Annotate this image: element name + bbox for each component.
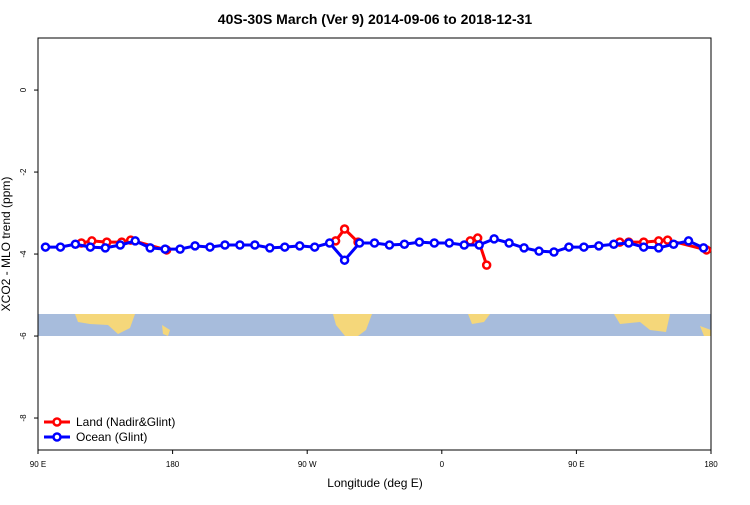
data-point <box>698 243 709 253</box>
data-point <box>653 243 664 253</box>
data-point <box>459 240 469 250</box>
y-tick-label: -2 <box>19 168 28 176</box>
data-point <box>354 238 365 248</box>
y-axis-label: XCO2 - MLO trend (ppm) <box>0 177 13 312</box>
data-point <box>70 239 81 249</box>
y-tick-label: 0 <box>19 87 28 92</box>
data-point <box>250 240 260 250</box>
legend-marker <box>52 417 62 427</box>
data-point <box>444 238 455 248</box>
data-point <box>399 239 410 249</box>
chart-title: 40S-30S March (Ver 9) 2014-09-06 to 2018… <box>218 11 533 27</box>
data-point <box>294 241 305 251</box>
data-point <box>683 236 694 246</box>
data-point <box>549 247 559 257</box>
data-point <box>489 234 499 244</box>
plot-frame <box>37 37 712 451</box>
map-strip <box>38 314 711 336</box>
data-point <box>235 240 245 250</box>
x-tick-label: 180 <box>704 460 718 469</box>
data-point <box>579 242 589 252</box>
x-tick-label: 90 W <box>298 460 317 469</box>
data-point <box>594 241 604 251</box>
data-point <box>145 243 155 253</box>
data-point <box>609 239 619 249</box>
data-point <box>339 255 350 265</box>
y-tick-label: -4 <box>19 250 28 258</box>
legend-marker <box>52 432 62 442</box>
data-point <box>130 236 140 246</box>
data-point <box>220 240 230 250</box>
data-point <box>534 246 544 256</box>
data-point <box>429 238 440 248</box>
x-tick-label: 90 E <box>30 460 46 469</box>
data-point <box>638 242 649 252</box>
data-point <box>474 240 484 250</box>
data-point <box>504 238 514 248</box>
data-point <box>100 243 111 253</box>
data-point <box>40 242 51 252</box>
data-point <box>115 240 126 250</box>
data-point <box>280 242 290 252</box>
x-tick-label: 0 <box>440 460 445 469</box>
data-point <box>564 242 574 252</box>
data-point <box>265 243 275 253</box>
data-point <box>175 244 185 254</box>
data-point <box>668 239 679 249</box>
data-point <box>339 224 350 234</box>
data-point <box>623 238 634 248</box>
x-tick-label: 180 <box>166 460 180 469</box>
data-point <box>369 238 380 248</box>
x-axis-label: Longitude (deg E) <box>327 476 422 490</box>
legend-label: Land (Nadir&Glint) <box>76 415 175 429</box>
x-tick-label: 90 E <box>568 460 584 469</box>
data-point <box>55 242 66 252</box>
data-point <box>85 242 96 252</box>
data-point <box>384 240 395 250</box>
data-point <box>309 242 320 252</box>
data-point <box>519 243 529 253</box>
data-point <box>205 242 215 252</box>
data-point <box>160 244 170 254</box>
data-point <box>324 238 335 248</box>
data-point <box>190 241 200 251</box>
y-tick-label: -8 <box>19 414 28 422</box>
y-tick-label: -6 <box>19 332 28 340</box>
data-point <box>662 235 673 245</box>
legend-label: Ocean (Glint) <box>76 430 147 444</box>
data-point <box>481 260 492 270</box>
data-point <box>414 237 425 247</box>
